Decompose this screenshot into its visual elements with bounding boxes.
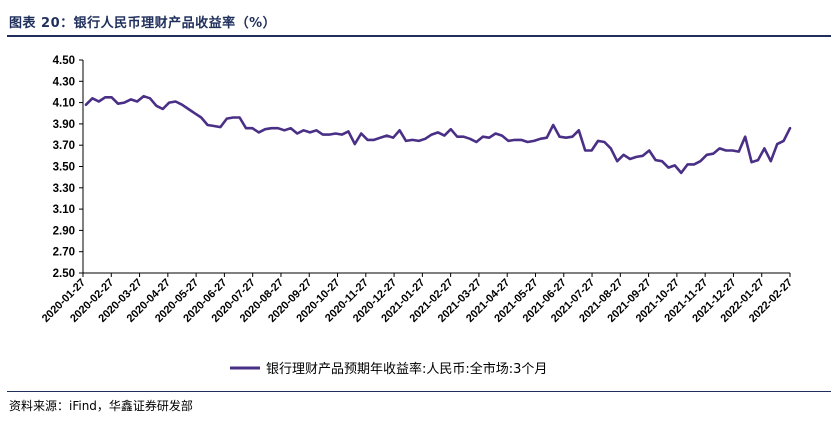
y-axis: 4.50 4.30 4.10 3.90 3.70 3.50 3.30 3.10 2.90 2.70… (53, 55, 84, 280)
y-tick-label: 3.90 (53, 119, 75, 131)
title-rule (7, 35, 831, 37)
y-tick-label: 4.50 (53, 55, 75, 67)
y-tick-label: 4.10 (53, 98, 75, 110)
footer-rule (7, 391, 831, 392)
figure-title: 图表 20：银行人民币理财产品收益率（%） (9, 16, 277, 31)
y-tick-label: 2.90 (53, 225, 75, 237)
y-tick-label: 3.30 (53, 183, 75, 195)
legend: 银行理财产品预期年收益率:人民币:全市场:3个月 (230, 361, 547, 377)
y-tick-label: 2.50 (53, 268, 75, 280)
y-tick-label: 3.10 (53, 204, 75, 216)
y-tick-label: 3.70 (53, 140, 75, 152)
source-note: 资料来源：iFind，华鑫证券研发部 (9, 399, 193, 413)
y-tick-label: 3.50 (53, 162, 75, 174)
y-tick-label: 4.30 (53, 76, 75, 88)
line-chart: 4.50 4.30 4.10 3.90 3.70 3.50 3.30 3.10 2.90 2.70… (40, 55, 795, 377)
series-group (84, 94, 792, 175)
series-line (84, 94, 792, 175)
x-axis: 2020-01-272020-02-272020-03-272020-04-27… (40, 272, 795, 325)
legend-label: 银行理财产品预期年收益率:人民币:全市场:3个月 (266, 361, 547, 377)
y-tick-label: 2.70 (53, 247, 75, 259)
